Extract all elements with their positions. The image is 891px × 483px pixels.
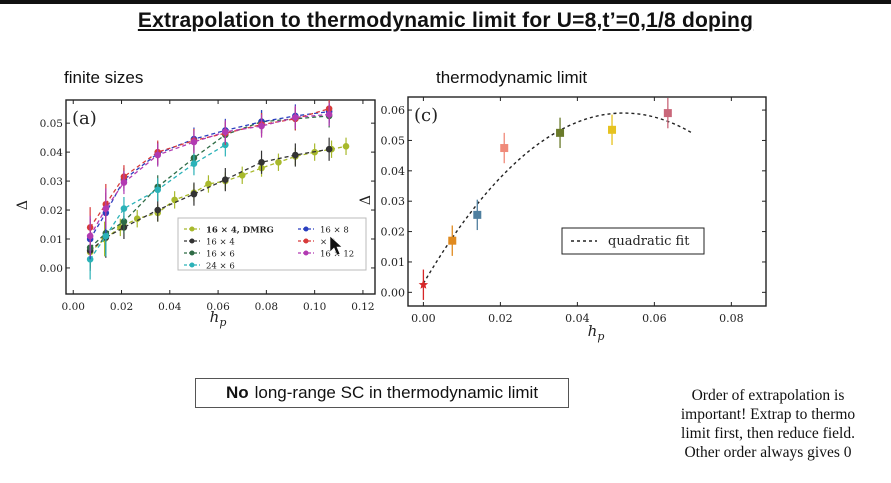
data-point xyxy=(325,145,333,153)
panel-label: (a) xyxy=(72,108,97,129)
data-point xyxy=(473,210,482,219)
data-point xyxy=(292,151,299,159)
data-point xyxy=(154,206,162,214)
data-point xyxy=(325,111,333,118)
data-point xyxy=(556,128,565,137)
extrapolation-order-note: Order of extrapolation is important! Ext… xyxy=(648,386,888,462)
no-long-range-sc-box: No long-range SC in thermodynamic limit xyxy=(195,378,569,408)
x-tick-label: 0.00 xyxy=(62,301,85,313)
data-point xyxy=(608,125,617,134)
data-point xyxy=(258,122,265,130)
data-point xyxy=(275,158,282,166)
data-point xyxy=(342,143,350,150)
finite-sizes-label: finite sizes xyxy=(64,68,144,87)
box-text: long-range SC in thermodynamic limit xyxy=(254,383,539,402)
plot-frame xyxy=(407,96,767,307)
legend-marker xyxy=(303,238,309,244)
y-tick-label: 0.00 xyxy=(40,263,63,275)
y-tick-label: 0.04 xyxy=(381,165,406,178)
data-point xyxy=(102,232,110,240)
data-point xyxy=(222,176,229,183)
plot-frame xyxy=(65,99,376,295)
x-tick-label: 0.00 xyxy=(411,312,436,325)
x-tick-label: 0.06 xyxy=(642,312,667,325)
slide-title: Extrapolation to thermodynamic limit for… xyxy=(137,9,754,32)
panel-label: (c) xyxy=(414,105,438,126)
y-axis-label: Δ xyxy=(15,200,31,210)
quadratic-fit-curve xyxy=(422,112,694,284)
y-tick-label: 0.01 xyxy=(381,256,406,269)
x-tick-label: 0.08 xyxy=(255,301,278,313)
series-line xyxy=(89,145,347,253)
y-tick-label: 0.05 xyxy=(40,118,63,130)
legend-marker xyxy=(189,226,195,232)
data-point xyxy=(292,114,299,121)
legend-label: × 8 xyxy=(320,238,335,248)
data-point xyxy=(102,205,110,212)
y-tick-label: 0.02 xyxy=(40,205,63,217)
legend-marker xyxy=(303,250,309,256)
box-bold-word: No xyxy=(225,383,249,402)
x-tick-label: 0.04 xyxy=(565,312,590,325)
legend-label: quadratic fit xyxy=(608,234,690,249)
data-point xyxy=(238,171,246,179)
y-tick-label: 0.06 xyxy=(381,104,406,117)
y-tick-label: 0.05 xyxy=(381,134,406,147)
x-tick-label: 0.12 xyxy=(351,301,374,313)
series-group xyxy=(86,100,350,280)
x-tick-label: 0.04 xyxy=(158,301,182,313)
data-point xyxy=(86,232,94,240)
note-line: limit first, then reduce field. xyxy=(681,425,855,442)
data-point xyxy=(448,236,457,245)
legend-label: 16 × 6 xyxy=(206,250,235,260)
x-tick-label: 0.06 xyxy=(206,301,230,313)
data-point xyxy=(190,138,198,146)
y-tick-label: 0.04 xyxy=(40,147,64,159)
series-line xyxy=(89,115,330,249)
series-line xyxy=(89,113,330,237)
legend-marker xyxy=(303,226,309,232)
legend-marker xyxy=(189,250,195,256)
legend-marker xyxy=(189,238,195,244)
x-axis-label-subscript: p xyxy=(597,330,604,343)
data-point xyxy=(120,205,128,212)
data-point xyxy=(500,144,509,153)
y-tick-label: 0.02 xyxy=(381,226,406,239)
legend-marker xyxy=(189,262,195,268)
data-point xyxy=(190,190,198,198)
thermodynamic-limit-label: thermodynamic limit xyxy=(436,68,588,87)
y-axis-label: Δ xyxy=(358,195,374,205)
data-point xyxy=(258,158,265,166)
y-tick-label: 0.00 xyxy=(381,286,406,299)
x-tick-label: 0.02 xyxy=(110,301,133,313)
note-line: Order of extrapolation is xyxy=(691,387,845,404)
legend-label: 16 × 4 xyxy=(206,238,235,248)
data-point xyxy=(154,151,162,159)
top-dark-bar xyxy=(0,0,891,4)
y-tick-label: 0.03 xyxy=(40,176,63,188)
y-tick-label: 0.03 xyxy=(381,195,406,208)
x-axis-label: hp xyxy=(588,322,605,343)
data-point xyxy=(190,160,198,168)
data-point xyxy=(154,186,162,194)
note-line: Other order always gives 0 xyxy=(684,444,852,461)
data-point xyxy=(120,179,128,186)
x-tick-label: 0.10 xyxy=(303,301,326,313)
y-tick-label: 0.01 xyxy=(40,234,63,246)
x-tick-label: 0.02 xyxy=(488,312,513,325)
series-line xyxy=(89,144,226,260)
mouse-cursor-icon xyxy=(329,235,343,256)
data-point xyxy=(222,128,229,136)
data-point xyxy=(663,109,672,118)
legend-label: 24 × 6 xyxy=(206,262,235,272)
legend-label: 16 × 4, DMRG xyxy=(206,226,274,236)
legend-label: 16 × 8 xyxy=(320,226,349,236)
note-line: important! Extrap to thermo xyxy=(680,406,856,423)
x-axis-label-subscript: p xyxy=(219,316,226,329)
x-tick-label: 0.08 xyxy=(719,312,744,325)
data-point-star xyxy=(418,279,429,289)
